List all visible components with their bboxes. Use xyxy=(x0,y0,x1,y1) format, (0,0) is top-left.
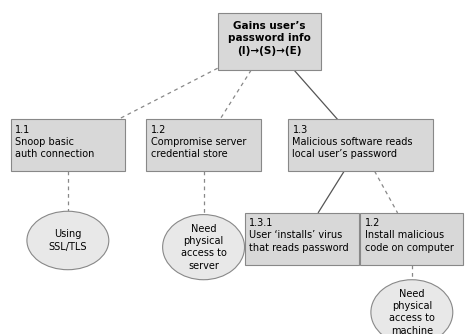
Text: 1.3
Malicious software reads
local user’s password: 1.3 Malicious software reads local user’… xyxy=(292,125,413,159)
FancyBboxPatch shape xyxy=(360,213,463,265)
FancyBboxPatch shape xyxy=(218,13,321,70)
Text: 1.2
Install malicious
code on computer: 1.2 Install malicious code on computer xyxy=(365,218,454,253)
Text: Gains user’s
password info
(I)→(S)→(E): Gains user’s password info (I)→(S)→(E) xyxy=(227,21,311,56)
FancyBboxPatch shape xyxy=(244,213,359,265)
FancyBboxPatch shape xyxy=(288,119,433,171)
Text: Need
physical
access to
server: Need physical access to server xyxy=(181,223,227,271)
Text: 1.2
Compromise server
credential store: 1.2 Compromise server credential store xyxy=(151,125,246,159)
Ellipse shape xyxy=(371,280,453,334)
Ellipse shape xyxy=(27,211,109,270)
Text: 1.3.1
User ‘installs’ virus
that reads password: 1.3.1 User ‘installs’ virus that reads p… xyxy=(249,218,349,253)
Ellipse shape xyxy=(163,214,245,280)
Text: Using
SSL/TLS: Using SSL/TLS xyxy=(49,229,87,252)
Text: 1.1
Snoop basic
auth connection: 1.1 Snoop basic auth connection xyxy=(15,125,95,159)
Text: Need
physical
access to
machine: Need physical access to machine xyxy=(389,289,435,334)
FancyBboxPatch shape xyxy=(10,119,125,171)
FancyBboxPatch shape xyxy=(146,119,261,171)
